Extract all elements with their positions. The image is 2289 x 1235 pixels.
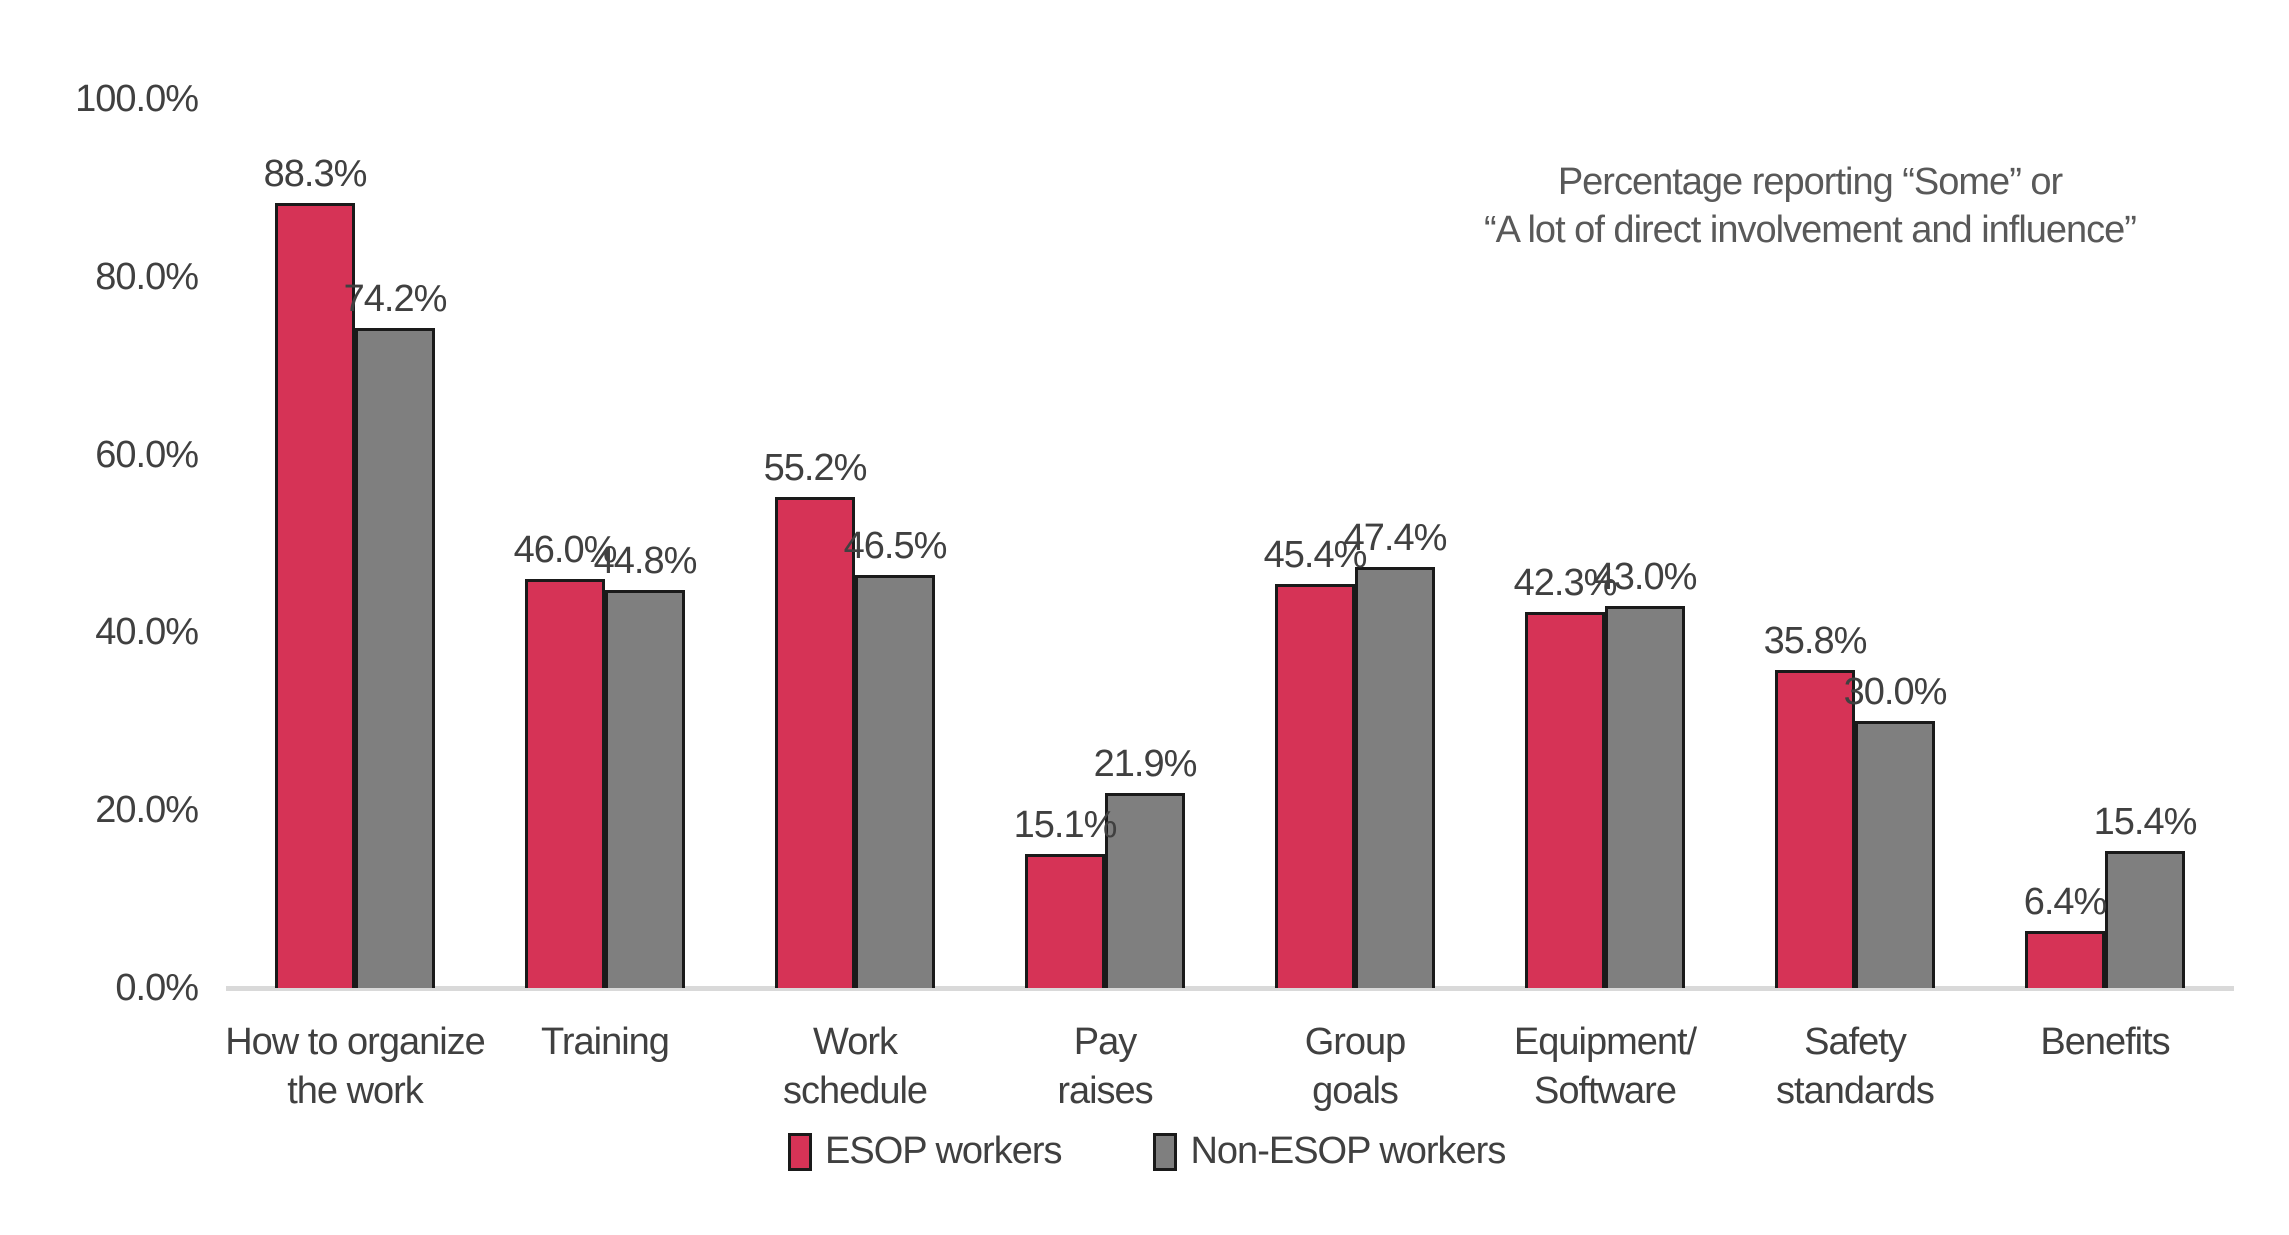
category-label: Safety standards [1776,1021,1935,1112]
value-label: 74.2% [343,278,448,320]
esop-bar-7 [1775,670,1855,988]
non-esop-bar-2 [605,590,685,988]
y-axis-tick-label: 60.0% [95,433,199,476]
value-label: 45.4% [1263,534,1368,576]
value-label: 47.4% [1343,517,1448,559]
chart-annotation: Percentage reporting “Some” or “A lot of… [1390,158,2230,254]
value-label: 44.8% [593,540,698,582]
value-label: 46.5% [843,525,948,567]
value-label: 55.2% [763,447,868,489]
esop-bar-2 [525,579,605,988]
category-label: Work schedule [782,1021,928,1112]
esop-bar-6 [1525,612,1605,988]
non-esop-bar-5 [1355,567,1435,988]
legend-label-non-esop: Non-ESOP workers [1190,1130,1506,1172]
value-label: 46.0% [513,529,618,571]
value-label: 88.3% [263,153,368,195]
legend-item-non-esop: Non-ESOP workers [1153,1130,1506,1173]
value-label: 21.9% [1093,743,1198,785]
non-esop-bar-1 [355,328,435,988]
value-label: 43.0% [1593,556,1698,598]
legend-label-esop: ESOP workers [825,1130,1062,1172]
non-esop-bar-6 [1605,606,1685,988]
category-label: Group goals [1304,1021,1407,1112]
value-label: 35.8% [1763,620,1868,662]
non-esop-bar-4 [1105,793,1185,988]
value-label: 42.3% [1513,562,1618,604]
value-label: 6.4% [2023,881,2108,923]
annotation-line-2: “A lot of direct involvement and influen… [1484,209,2137,251]
non-esop-swatch-icon [1153,1132,1178,1171]
esop-swatch-icon [788,1132,812,1171]
value-label: 15.1% [1013,804,1118,846]
esop-bar-5 [1275,584,1355,988]
non-esop-bar-3 [855,575,935,988]
y-axis-tick-label: 0.0% [115,967,199,1009]
x-axis-baseline [226,986,2234,991]
esop-bar-8 [2025,931,2105,988]
esop-bar-4 [1025,854,1105,988]
category-label: Equipment/Software [1513,1021,1697,1112]
non-esop-bar-7 [1855,721,1935,988]
chart-legend: ESOP workers Non-ESOP workers [788,1130,1506,1173]
value-label: 30.0% [1843,671,1948,713]
category-label: Training [541,1021,670,1063]
category-label: Benefits [2040,1021,2170,1063]
value-label: 15.4% [2093,801,2198,843]
y-axis-tick-label: 20.0% [95,789,199,832]
y-axis-tick-label: 100.0% [75,78,199,120]
esop-bar-1 [275,203,355,988]
y-axis-tick-label: 40.0% [95,611,199,654]
y-axis-tick-label: 80.0% [95,255,199,298]
non-esop-bar-8 [2105,851,2185,988]
esop-bar-3 [775,497,855,988]
annotation-line-1: Percentage reporting “Some” or [1557,161,2063,203]
legend-item-esop: ESOP workers [788,1130,1062,1173]
category-label: Pay raises [1057,1021,1153,1112]
category-label: How to organize the work [225,1021,486,1112]
